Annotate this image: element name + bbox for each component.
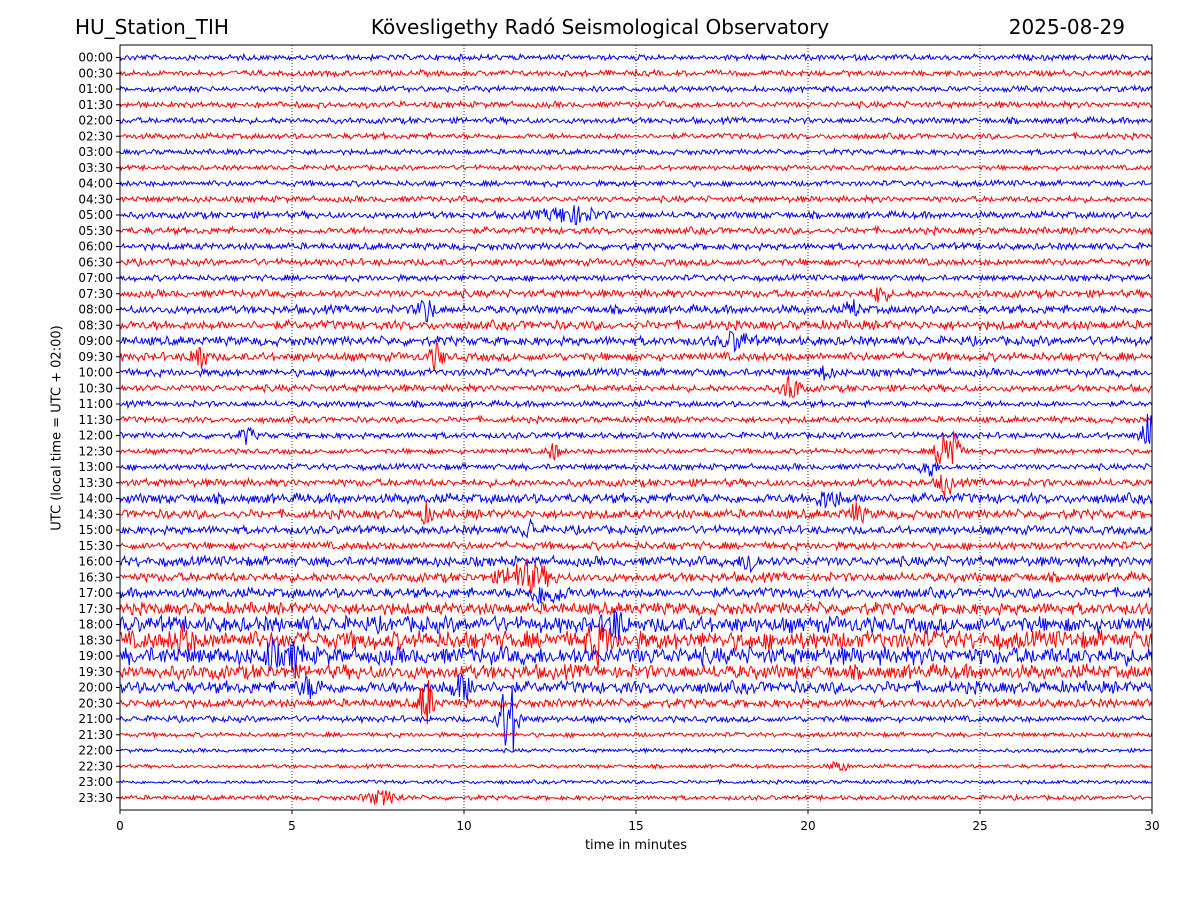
y-tick-label: 18:30	[78, 633, 113, 647]
y-tick-label: 10:00	[78, 366, 113, 380]
x-tick-label: 30	[1144, 819, 1159, 833]
trace-1530	[119, 539, 1153, 553]
trace-0700	[119, 272, 1153, 284]
y-tick-label: 20:30	[78, 696, 113, 710]
trace-1200	[119, 413, 1153, 445]
y-tick-label: 22:00	[78, 744, 113, 758]
x-tick-label: 0	[116, 819, 124, 833]
y-tick-label: 01:30	[78, 98, 113, 112]
y-tick-label: 13:00	[78, 460, 113, 474]
y-tick-label: 23:00	[78, 775, 113, 789]
y-tick-label: 15:00	[78, 523, 113, 537]
y-tick-label: 22:30	[78, 759, 113, 773]
y-tick-label: 19:00	[78, 649, 113, 663]
y-tick-label: 17:30	[78, 602, 113, 616]
y-tick-label: 16:30	[78, 570, 113, 584]
x-tick-label: 5	[288, 819, 296, 833]
x-tick-label: 15	[628, 819, 643, 833]
y-tick-label: 07:00	[78, 271, 113, 285]
y-tick-label: 21:00	[78, 712, 113, 726]
trace-2030	[119, 680, 1153, 725]
y-tick-label: 18:00	[78, 618, 113, 632]
trace-0530	[119, 224, 1153, 237]
y-tick-label: 17:00	[78, 586, 113, 600]
y-tick-label: 08:00	[78, 303, 113, 317]
y-tick-label: 09:30	[78, 350, 113, 364]
trace-0100	[119, 84, 1153, 95]
y-tick-label: 06:30	[78, 255, 113, 269]
y-tick-label: 19:30	[78, 665, 113, 679]
trace-0630	[119, 256, 1153, 268]
trace-0730	[119, 286, 1153, 303]
trace-1330	[119, 474, 1153, 498]
trace-1100	[119, 398, 1153, 410]
y-tick-label: 12:00	[78, 429, 113, 443]
trace-1030	[119, 376, 1153, 399]
y-tick-label: 04:30	[78, 192, 113, 206]
trace-0330	[119, 163, 1152, 173]
x-tick-label: 10	[456, 819, 471, 833]
y-tick-label: 11:30	[78, 413, 113, 427]
trace-1600	[119, 554, 1153, 574]
y-tick-label: 02:30	[78, 129, 113, 143]
grid-group	[291, 45, 981, 810]
y-tick-label: 09:00	[78, 334, 113, 348]
y-tick-label: 20:00	[78, 681, 113, 695]
trace-1700	[119, 585, 1153, 606]
x-tick-group: 0 5 10 15 20 25 30	[116, 810, 1160, 833]
y-tick-label: 05:30	[78, 224, 113, 238]
y-tick-label: 04:00	[78, 177, 113, 191]
x-axis-label: time in minutes	[584, 838, 688, 853]
x-tick-label: 20	[800, 819, 815, 833]
y-tick-label: 07:30	[78, 287, 113, 301]
y-tick-label: 21:30	[78, 728, 113, 742]
y-tick-label: 00:00	[78, 51, 113, 65]
y-tick-label: 14:30	[78, 507, 113, 521]
y-tick-label: 10:30	[78, 381, 113, 395]
y-tick-label: 02:00	[78, 114, 113, 128]
trace-0300	[119, 147, 1153, 157]
y-tick-label: 12:30	[78, 444, 113, 458]
trace-0500	[119, 205, 1153, 226]
y-tick-label: 03:30	[78, 161, 113, 175]
station-title: HU_Station_TIH	[75, 15, 229, 39]
y-tick-label: 15:30	[78, 539, 113, 553]
y-tick-label: 01:00	[78, 82, 113, 96]
x-tick-label: 25	[972, 819, 987, 833]
y-tick-label: 16:00	[78, 555, 113, 569]
date-title: 2025-08-29	[1008, 15, 1125, 39]
trace-0600	[119, 241, 1153, 252]
y-tick-label: 23:30	[78, 791, 113, 805]
observatory-title: Kövesligethy Radó Seismological Observat…	[370, 15, 830, 39]
y-tick-label: 05:00	[78, 208, 113, 222]
y-tick-label: 13:30	[78, 476, 113, 490]
y-tick-label: 08:30	[78, 318, 113, 332]
trace-1400	[119, 490, 1153, 510]
trace-2100	[119, 687, 1153, 753]
trace-2130	[119, 730, 1153, 739]
y-tick-label: 06:00	[78, 240, 113, 254]
y-tick-label: 11:00	[78, 397, 113, 411]
trace-2230	[119, 760, 1153, 772]
y-axis-label: UTC (local time = UTC + 02:00)	[49, 325, 65, 531]
y-tick-label: 00:30	[78, 66, 113, 80]
y-tick-label: 03:00	[78, 145, 113, 159]
y-tick-label: 14:00	[78, 492, 113, 506]
